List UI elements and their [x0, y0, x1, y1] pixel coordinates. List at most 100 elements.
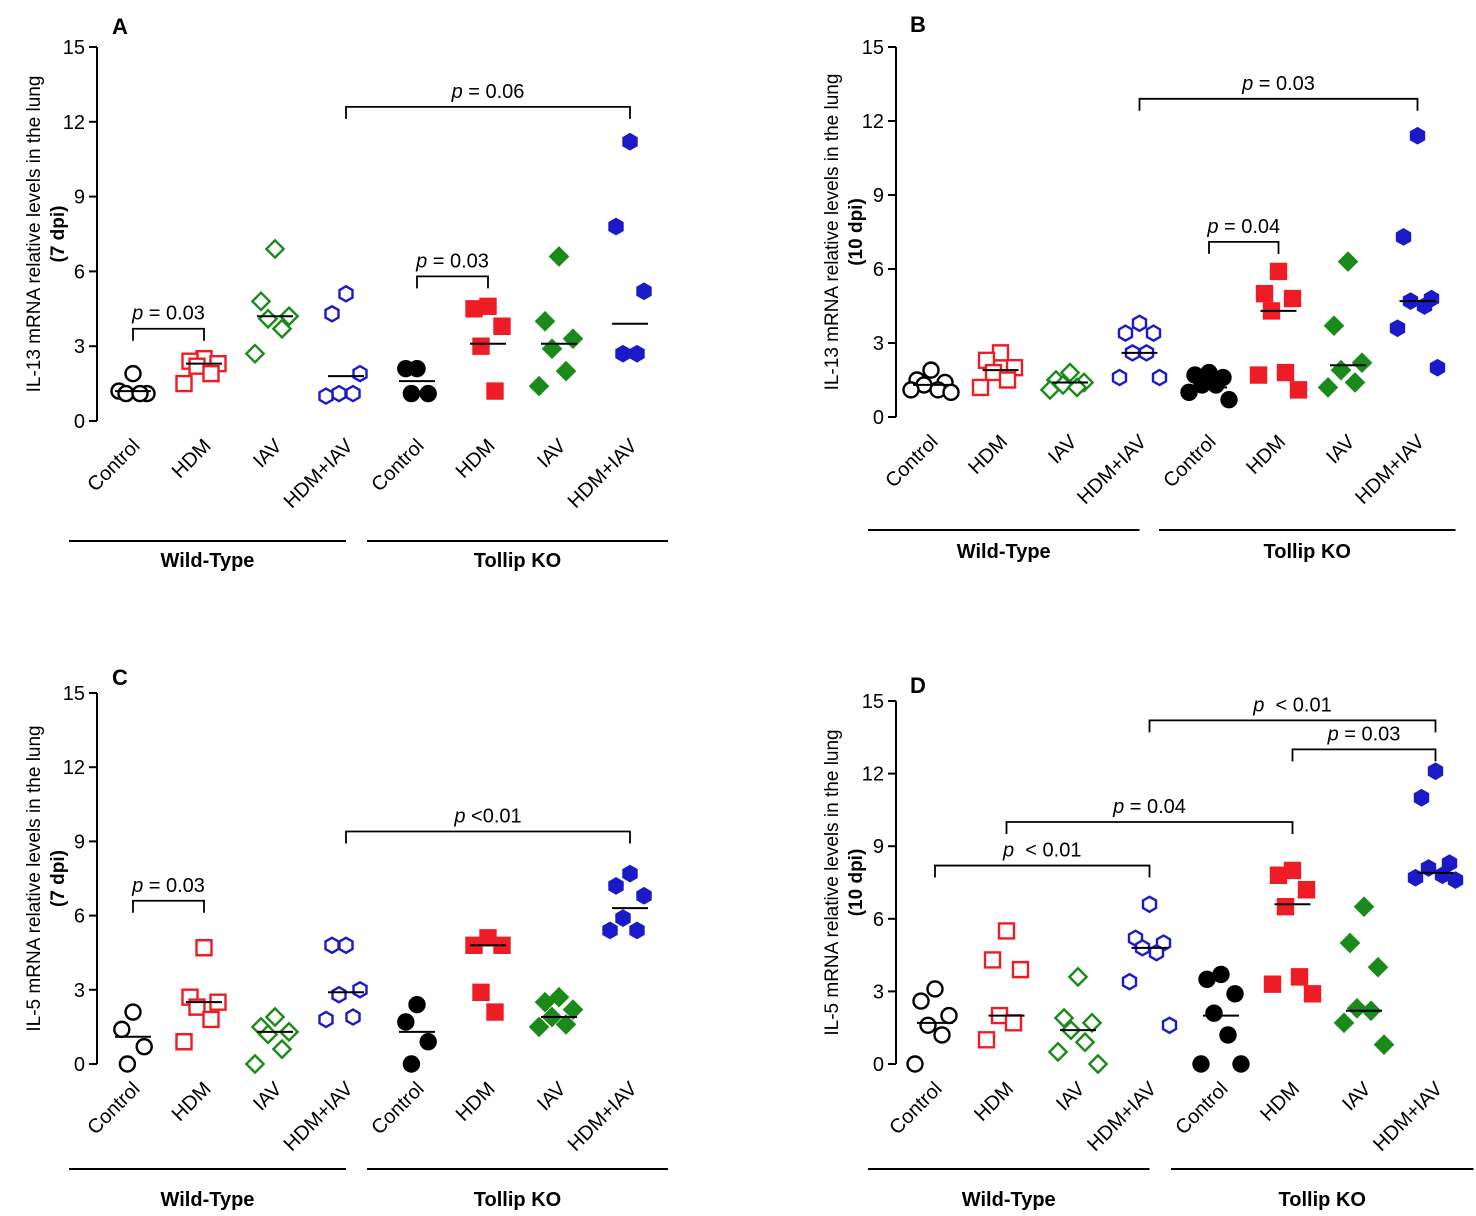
data-point — [1039, 379, 1061, 401]
p-symbol: p — [1252, 694, 1264, 716]
data-point — [1004, 1014, 1023, 1032]
data-point — [555, 1014, 577, 1035]
data-point — [345, 384, 361, 403]
data-point — [124, 364, 142, 383]
data-point — [1067, 966, 1089, 988]
panel-d: D 0 3 6 9 12 15 IL-5 mRNA relative levels in th… — [822, 673, 1474, 1211]
data-point — [1148, 943, 1165, 962]
data-point — [1389, 319, 1406, 338]
data-point — [636, 886, 652, 905]
data-point — [264, 1006, 286, 1028]
data-point — [202, 1010, 220, 1029]
p-value: = 0.03 — [1253, 73, 1315, 95]
significance-label: p = 0.03 — [131, 303, 205, 325]
y-tick-label: 3 — [873, 981, 884, 1003]
data-point — [1303, 985, 1322, 1003]
data-point — [345, 1008, 361, 1026]
data-point — [472, 983, 490, 1001]
data-point — [998, 371, 1017, 389]
group-label: Tollip KO — [474, 550, 561, 572]
significance-label: p = 0.03 — [415, 250, 489, 272]
data-point — [1367, 956, 1389, 978]
significance-label: p = 0.04 — [1206, 216, 1280, 238]
data-point — [408, 995, 426, 1014]
x-tick-label: Control — [885, 1078, 946, 1139]
x-tick-label: HDM — [1256, 1078, 1304, 1126]
data-point — [1413, 788, 1430, 807]
data-point — [1373, 1034, 1395, 1055]
significance-bracket — [1148, 719, 1437, 733]
p-value: = 0.06 — [463, 81, 525, 103]
data-point — [528, 375, 550, 397]
data-point — [926, 980, 944, 998]
significance-bracket — [1138, 97, 1419, 111]
data-point — [486, 382, 504, 400]
data-point — [250, 290, 272, 312]
data-point — [933, 1026, 951, 1044]
data-point — [629, 921, 645, 940]
x-tick-label: IAV — [1338, 1078, 1376, 1116]
data-point — [1289, 381, 1308, 399]
data-point — [629, 344, 645, 363]
data-point — [1339, 932, 1361, 954]
data-point — [1447, 871, 1464, 889]
y-tick-label: 0 — [74, 411, 85, 433]
data-point — [1427, 762, 1444, 781]
data-point — [338, 936, 354, 955]
data-point — [1131, 314, 1148, 333]
y-axis-label: IL-5 mRNA relative levels in the lung — [24, 725, 45, 1031]
x-tick-label: HDM+IAV — [564, 435, 642, 513]
data-point — [1290, 968, 1309, 986]
significance-bracket — [132, 327, 205, 341]
significance-label: p < 0.01 — [1252, 694, 1331, 716]
significance-bracket — [1291, 748, 1437, 762]
data-point — [318, 387, 334, 405]
y-tick-label: 15 — [862, 691, 884, 713]
data-point — [257, 308, 279, 330]
data-point — [397, 1013, 415, 1031]
data-point — [1161, 1016, 1178, 1035]
p-symbol: p — [1206, 216, 1218, 238]
group-label: Wild-Type — [962, 1189, 1056, 1211]
data-point — [602, 921, 618, 940]
y-tick-label: 0 — [873, 407, 884, 429]
data-point — [1226, 985, 1244, 1003]
data-point — [1346, 998, 1368, 1019]
data-point — [1297, 881, 1316, 899]
data-point — [1180, 383, 1198, 402]
data-point — [1074, 1031, 1096, 1053]
x-tick-label: HDM — [452, 1078, 500, 1126]
data-point — [324, 936, 340, 955]
y-tick-label: 0 — [873, 1054, 884, 1076]
significance-bracket — [345, 830, 631, 844]
x-tick-label: IAV — [533, 1078, 571, 1116]
data-point — [479, 297, 497, 316]
p-symbol: p — [453, 806, 465, 828]
data-point — [486, 1003, 504, 1021]
data-point — [1192, 1055, 1210, 1073]
data-point — [534, 310, 556, 332]
data-point — [472, 337, 490, 355]
data-point — [202, 364, 220, 383]
panel-a: A 0 3 6 9 12 15 IL-13 mRNA relative levels in t… — [24, 14, 668, 572]
data-point — [175, 1033, 193, 1051]
data-point — [534, 991, 556, 1013]
x-tick-label: HDM+IAV — [1073, 431, 1151, 509]
p-value: = 0.03 — [427, 250, 489, 272]
data-point — [1198, 970, 1216, 988]
p-symbol: p — [1112, 796, 1124, 818]
data-point — [402, 384, 421, 403]
data-point — [562, 999, 584, 1020]
data-point — [271, 1038, 293, 1060]
group-label: Tollip KO — [1279, 1189, 1366, 1211]
p-value: < 0.01 — [1264, 694, 1331, 716]
y-tick-label: 6 — [873, 909, 884, 931]
x-tick-label: HDM — [964, 431, 1012, 479]
y-axis-label: IL-13 mRNA relative levels in the lung — [822, 74, 843, 391]
group-label: Wild-Type — [957, 541, 1051, 563]
y-axis-label: IL-5 mRNA relative levels in the lung — [822, 729, 843, 1035]
x-tick-label: HDM+IAV — [280, 1078, 358, 1156]
data-point — [1232, 1055, 1250, 1073]
data-point — [331, 384, 347, 403]
